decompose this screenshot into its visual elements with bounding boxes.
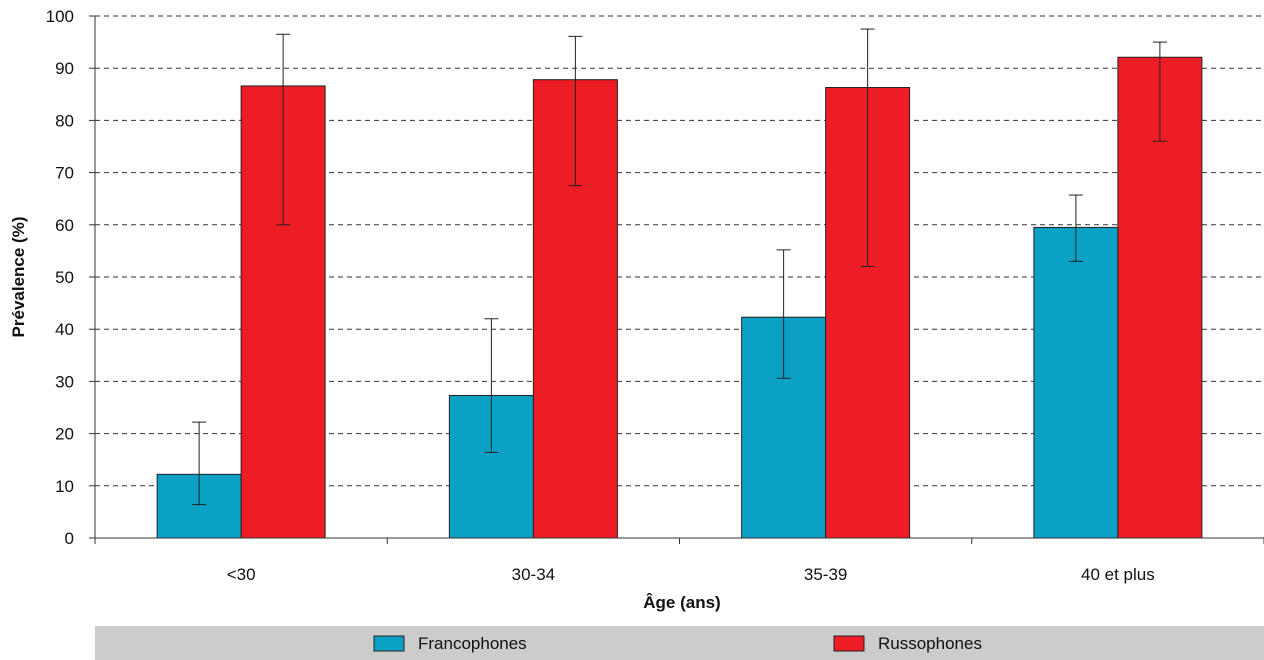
bar-francophones (1033, 226, 1119, 539)
y-axis-title: Prévalence (%) (9, 217, 28, 338)
y-tick-label: 40 (55, 320, 74, 339)
y-tick-label: 60 (55, 216, 74, 235)
legend-label-russophones: Russophones (878, 634, 982, 653)
x-axis-title: Âge (ans) (643, 593, 720, 612)
legend-label-francophones: Francophones (418, 634, 527, 653)
axes (94, 16, 1264, 544)
y-tick-label: 10 (55, 477, 74, 496)
y-tick-label: 20 (55, 425, 74, 444)
x-tick-label: <30 (227, 565, 256, 584)
error-bars (192, 28, 1167, 506)
legend-swatch-russophones (833, 635, 865, 652)
x-tick-label: 30-34 (512, 565, 555, 584)
y-tick-labels: 0 10 20 30 40 50 60 70 80 90 100 (46, 7, 74, 548)
y-tick-label: 30 (55, 372, 74, 391)
legend-band (95, 626, 1264, 660)
y-tick-label: 100 (46, 7, 74, 26)
x-tick-label: 40 et plus (1081, 565, 1155, 584)
y-tick-label: 80 (55, 111, 74, 130)
bars (156, 56, 1203, 539)
x-tick-labels: <30 30-34 35-39 40 et plus (227, 565, 1155, 584)
x-tick-label: 35-39 (804, 565, 847, 584)
y-tick-label: 50 (55, 268, 74, 287)
y-tick-label: 70 (55, 164, 74, 183)
legend: Francophones Russophones (95, 626, 1264, 660)
y-tick-label: 90 (55, 59, 74, 78)
y-tick-label: 0 (65, 529, 74, 548)
legend-swatch-francophones (373, 635, 405, 652)
